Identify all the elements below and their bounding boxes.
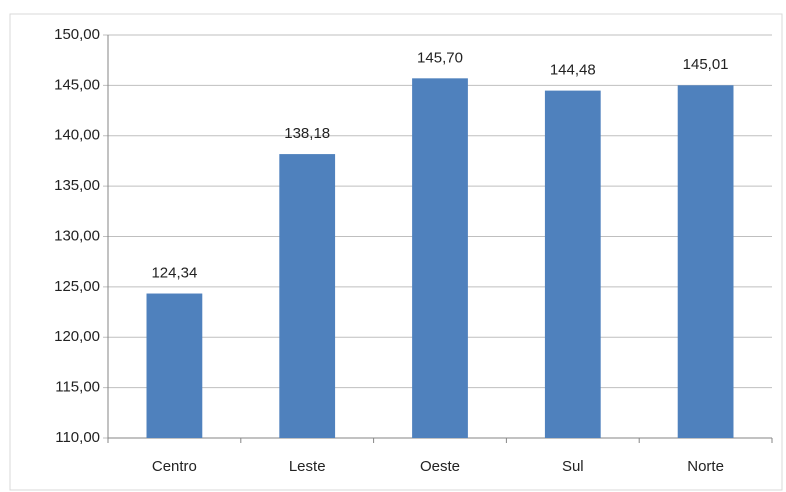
data-label: 144,48 — [550, 62, 596, 79]
y-tick-label: 145,00 — [54, 76, 100, 93]
x-tick-label: Centro — [152, 458, 197, 475]
y-tick-label: 150,00 — [54, 26, 100, 43]
x-tick-label: Oeste — [420, 458, 460, 475]
y-tick-label: 110,00 — [55, 429, 100, 446]
x-tick-label: Leste — [289, 458, 326, 475]
bar — [544, 90, 601, 438]
bar — [146, 293, 203, 438]
y-tick-label: 120,00 — [54, 328, 100, 345]
data-label: 138,18 — [284, 125, 330, 142]
bar — [412, 78, 468, 438]
data-label: 124,34 — [151, 264, 197, 281]
y-tick-label: 135,00 — [54, 177, 100, 194]
y-tick-label: 130,00 — [54, 227, 100, 244]
bar — [677, 85, 734, 439]
data-label: 145,70 — [417, 49, 463, 66]
x-tick-label: Sul — [562, 458, 584, 475]
x-tick-label: Norte — [687, 458, 724, 475]
y-tick-label: 115,00 — [55, 379, 100, 396]
chart-border — [9, 13, 783, 491]
y-tick-label: 140,00 — [54, 127, 100, 144]
y-tick-label: 125,00 — [54, 278, 100, 295]
data-label: 145,01 — [683, 56, 729, 73]
bar — [279, 154, 336, 439]
